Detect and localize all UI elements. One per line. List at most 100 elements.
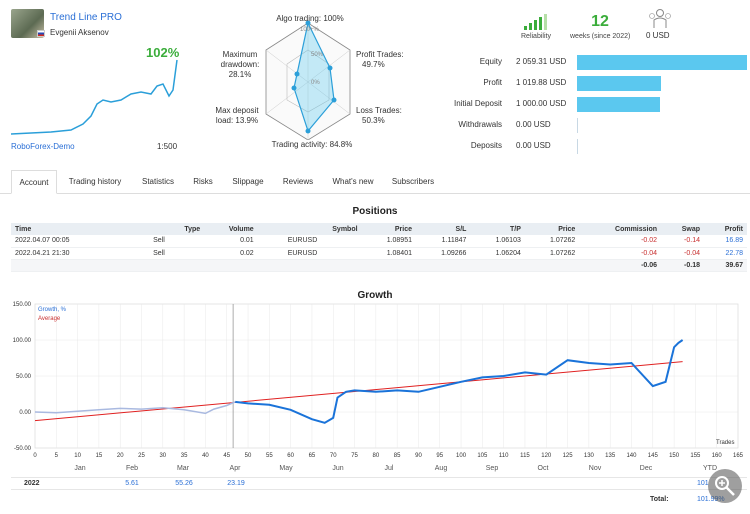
x-tick-label: 0 [33,453,37,459]
table-cell: 2022.04.21 21:30 [11,247,114,260]
radar-chart [265,20,351,140]
totals-cell [361,259,416,272]
totals-cell: -0.06 [579,259,662,272]
x-tick-label: 145 [648,453,659,459]
y-tick-label: 150.00 [13,302,32,308]
x-tick-label: 75 [351,453,358,459]
month-value-mar: 55.26 [175,480,193,487]
x-tick-label: 110 [499,453,509,459]
totals-cell [204,259,258,272]
table-cell: 1.07262 [524,247,580,260]
x-tick-label: 105 [477,453,488,459]
totals-cell [257,259,362,272]
x-tick-label: 65 [309,453,316,459]
balance-bar [577,55,747,70]
radar-100-label: 100+% [300,27,319,33]
column-header[interactable]: S/L [416,223,471,235]
x-tick-label: 125 [563,453,574,459]
column-header[interactable]: Symbol [257,223,362,235]
balance-label: Profit [483,78,502,87]
table-cell: 1.09266 [416,247,471,260]
y-tick-label: 50.00 [16,374,32,380]
totals-cell [470,259,525,272]
table-cell: -0.02 [579,235,662,248]
table-cell: -0.04 [579,247,662,260]
tab-account[interactable]: Account [11,170,57,194]
balance-value: 1 000.00 USD [516,99,567,108]
x-tick-label: 155 [690,453,701,459]
radar-max-drawdown: Maximum drawdown: 28.1% [220,50,260,79]
table-cell: EURUSD [257,235,362,248]
x-tick-label: 35 [181,453,188,459]
totals-cell [524,259,580,272]
month-label: Apr [229,465,241,472]
x-tick-label: 5 [55,453,59,459]
radar-0-label: 0% [311,80,320,86]
subscribers-value: 0 USD [646,31,670,40]
signal-name-link[interactable]: Trend Line PRO [50,12,122,23]
x-tick-label: 55 [266,453,273,459]
author-name[interactable]: Evgenii Aksenov [50,28,109,37]
radar-trading-activity: Trading activity: 84.8% [271,140,353,149]
year-row [11,477,747,490]
table-cell: 22.78 [704,247,747,260]
column-header[interactable]: Type [113,223,205,235]
column-header[interactable]: Price [361,223,416,235]
table-cell: -0.14 [661,235,705,248]
x-tick-label: 20 [117,453,124,459]
leverage-value: 1:500 [157,142,178,151]
x-tick-label: 50 [245,453,252,459]
balance-bar [577,97,660,112]
balance-label: Equity [479,57,502,66]
table-cell: 0.02 [204,247,258,260]
y-tick-label: -50.00 [14,446,32,452]
x-tick-label: 70 [330,453,337,459]
x-tick-label: 160 [712,453,723,459]
x-tick-label: 135 [605,453,616,459]
tab-risks[interactable]: Risks [193,177,213,186]
tab-what-s-new[interactable]: What's new [332,177,374,186]
zoom-icon[interactable] [708,469,742,503]
weeks-label: weeks (since 2022) [570,33,631,40]
table-cell: -0.04 [661,247,705,260]
totals-cell: 39.67 [704,259,747,272]
x-tick-label: 100 [456,453,467,459]
column-header[interactable]: Volume [204,223,258,235]
growth-title: Growth [357,290,393,301]
month-label: Aug [434,465,448,472]
month-label: Mar [176,465,190,472]
table-cell: 1.06103 [470,235,525,248]
tab-statistics[interactable]: Statistics [141,177,174,186]
column-header[interactable]: Time [11,223,114,235]
table-row: 2022.04.07 00:05 Sell 0.01 EURUSD 1.08951 1.1… [11,235,747,248]
radar-algo-trading: Algo trading: 100% [276,14,344,23]
column-header[interactable]: Profit [704,223,747,235]
russia-flag-icon [37,30,45,37]
table-cell: 1.07262 [524,235,580,248]
balance-bar [577,118,578,133]
radar-50-label: 50% [311,52,324,58]
x-tick-label: 15 [96,453,103,459]
year-label: 2022 [24,480,40,487]
x-tick-label: 140 [626,453,637,459]
x-tick-label: 165 [733,453,744,459]
column-header[interactable]: Commission [579,223,662,235]
series-growth-history-line [34,401,236,415]
column-header[interactable]: Price [524,223,580,235]
x-tick-label: 25 [138,453,145,459]
weeks-value: 12 [591,13,609,30]
month-label: May [279,465,293,472]
tab-reviews[interactable]: Reviews [282,177,314,186]
radar-max-deposit-load: Max deposit load: 13.9% [215,106,259,125]
column-header[interactable]: Swap [661,223,705,235]
tab-subscribers[interactable]: Subscribers [391,177,435,186]
broker-link[interactable]: RoboForex-Demo [11,142,75,151]
tab-slippage[interactable]: Slippage [232,177,264,186]
tab-trading-history[interactable]: Trading history [68,177,122,186]
x-tick-label: 80 [373,453,380,459]
balance-label: Deposits [470,141,502,150]
balance-bar [577,76,661,91]
column-header[interactable]: T/P [470,223,525,235]
month-label: Sep [485,465,499,472]
growth-mini-chart [11,59,178,135]
